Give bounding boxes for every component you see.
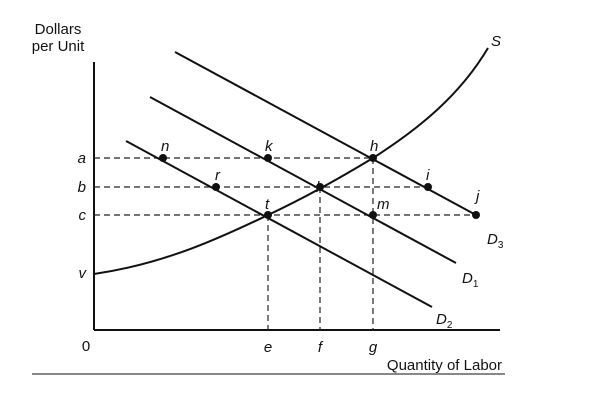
point-label-h: h: [370, 138, 378, 155]
point-t: [264, 211, 272, 219]
point-l: [316, 183, 324, 191]
y-tick-v: v: [79, 265, 88, 282]
point-i: [424, 183, 432, 191]
point-label-r: r: [215, 167, 221, 184]
point-r: [212, 183, 220, 191]
origin-label: 0: [82, 338, 90, 355]
curve-label-d3-main: D: [487, 231, 498, 248]
point-j: [472, 211, 480, 219]
point-label-t: t: [265, 196, 270, 213]
point-n: [159, 154, 167, 162]
y-tick-a: a: [78, 150, 86, 167]
y-axis-title-line-2: per Unit: [32, 38, 85, 55]
demand-curve-d2: [125, 140, 433, 308]
curve-label-d3: D3: [487, 231, 504, 251]
demand-curve-d1: [149, 96, 457, 264]
curve-label-d1-main: D: [462, 270, 473, 287]
x-axis-title: Quantity of Labor: [387, 357, 502, 374]
point-label-n: n: [161, 138, 169, 155]
point-h: [369, 154, 377, 162]
curve-label-d3-sub: 3: [498, 240, 504, 251]
point-label-i: i: [426, 167, 430, 184]
curve-label-d2-main: D: [436, 311, 447, 328]
point-label-l: l: [316, 179, 320, 196]
point-k: [264, 154, 272, 162]
point-label-m: m: [377, 196, 390, 213]
x-tick-e: e: [264, 339, 272, 356]
point-m: [369, 211, 377, 219]
point-label-k: k: [265, 138, 274, 155]
curve-label-s: S: [491, 33, 501, 50]
curve-label-d1-sub: 1: [473, 279, 479, 290]
y-tick-c: c: [79, 207, 87, 224]
y-axis-title-line-1: Dollars: [35, 21, 82, 38]
x-tick-g: g: [369, 339, 378, 356]
curve-label-d1: D1: [462, 270, 479, 290]
curve-label-d2: D2: [436, 311, 453, 331]
x-tick-f: f: [318, 339, 324, 356]
supply-curve: [93, 47, 489, 275]
y-tick-b: b: [78, 179, 86, 196]
curve-label-d2-sub: 2: [447, 320, 453, 331]
point-label-j: j: [474, 188, 480, 205]
demand-curve-d3: [174, 51, 477, 216]
